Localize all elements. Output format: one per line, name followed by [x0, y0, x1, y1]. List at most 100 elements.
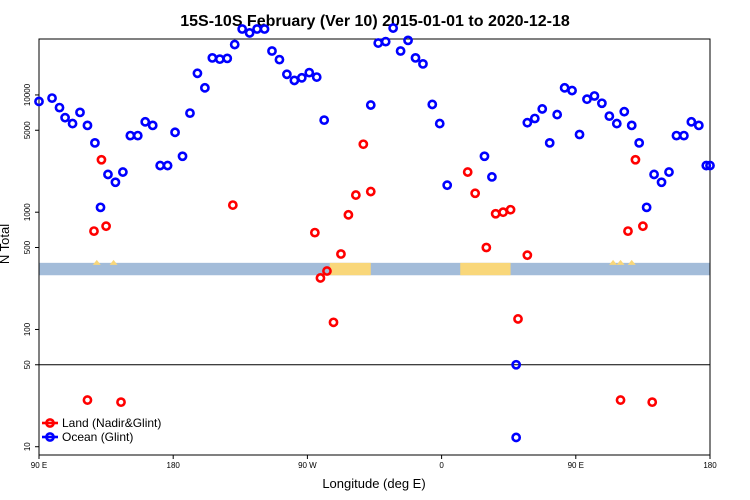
- land-band: [329, 262, 371, 276]
- ocean-point: [110, 177, 121, 188]
- plot-area: [38, 38, 711, 456]
- land-point: [336, 249, 346, 259]
- ocean-point: [162, 160, 173, 171]
- ocean-point: [705, 160, 715, 171]
- land-point: [322, 266, 332, 276]
- legend-swatch-marker: [45, 418, 55, 428]
- ocean-point: [604, 111, 615, 122]
- ocean-point: [103, 169, 113, 180]
- ocean-point: [60, 112, 70, 123]
- ocean-point: [296, 72, 307, 83]
- x-axis: 90 E 180 90 W 0 90 E 180: [31, 455, 717, 470]
- land-point: [630, 154, 641, 165]
- ocean-point: [559, 82, 570, 93]
- ocean-point: [199, 82, 210, 93]
- ocean-point: [619, 106, 630, 117]
- land-point: [116, 397, 126, 408]
- land-point: [623, 226, 633, 237]
- ocean-point: [289, 75, 300, 86]
- ocean-point: [177, 151, 188, 162]
- legend-swatch-marker: [45, 432, 55, 442]
- y-tick-label: 100: [23, 322, 32, 336]
- ocean-point: [410, 52, 421, 63]
- ocean-point: [192, 68, 203, 79]
- ocean-point: [656, 177, 667, 188]
- land-point: [490, 208, 501, 219]
- land-band: [609, 259, 618, 265]
- ocean-point: [274, 54, 285, 65]
- land-point: [358, 139, 369, 150]
- ocean-point: [679, 130, 689, 141]
- ocean-point: [34, 96, 44, 107]
- y-tick-label: 1000: [23, 203, 32, 221]
- ocean-point: [664, 167, 674, 177]
- ocean-point: [95, 202, 106, 213]
- ocean-point: [132, 130, 143, 141]
- ocean-point: [686, 116, 697, 127]
- ocean-point: [140, 116, 151, 127]
- land-point: [505, 204, 516, 215]
- land-point: [498, 207, 509, 218]
- ocean-point: [222, 53, 233, 64]
- x-tick-label: 180: [703, 461, 717, 470]
- ocean-point: [522, 117, 533, 128]
- ocean-point: [487, 172, 497, 182]
- ocean-point: [207, 52, 218, 63]
- ocean-point: [67, 118, 78, 129]
- ocean-point: [395, 46, 406, 56]
- land-point: [309, 227, 320, 238]
- land-point: [82, 395, 93, 405]
- ocean-point: [671, 130, 682, 141]
- ocean-point: [155, 160, 166, 171]
- ocean-point: [511, 432, 522, 443]
- land-point: [315, 273, 326, 283]
- y-tick-label: 10000: [23, 83, 32, 106]
- land-point: [481, 242, 492, 253]
- ocean-point: [552, 109, 563, 120]
- ocean-point: [281, 69, 292, 80]
- y-tick-label: 50: [23, 360, 32, 369]
- land-point: [328, 317, 339, 328]
- ocean-point: [626, 120, 637, 131]
- ocean-point: [544, 137, 555, 148]
- ocean-point: [634, 137, 645, 148]
- data-points: [34, 23, 715, 443]
- ocean-point: [147, 120, 158, 131]
- ocean-point: [574, 129, 585, 140]
- ocean-point: [82, 120, 93, 131]
- land-point: [615, 395, 626, 405]
- y-tick-label: 5000: [23, 121, 32, 139]
- land-point: [462, 167, 473, 177]
- ocean-point: [267, 46, 277, 56]
- y-axis: 10 50 100 500 1000 5000 10000: [23, 83, 39, 451]
- ocean-point: [170, 127, 180, 138]
- land-band: [460, 262, 511, 276]
- land-point: [343, 209, 354, 220]
- land-point: [227, 200, 238, 210]
- ocean-point: [304, 67, 315, 78]
- land-point: [101, 221, 111, 232]
- ocean-point: [567, 85, 577, 96]
- x-axis-label: Longitude (deg E): [322, 476, 425, 491]
- ocean-point: [319, 115, 330, 126]
- ocean-point: [75, 107, 85, 118]
- ocean-point: [311, 72, 322, 82]
- ocean-point: [259, 24, 270, 34]
- ocean-point: [582, 94, 592, 105]
- ocean-point: [479, 151, 490, 162]
- ocean-point: [403, 35, 413, 46]
- ocean-point: [511, 359, 522, 370]
- map-band: [39, 259, 710, 276]
- ocean-point: [380, 36, 391, 47]
- ocean-point: [373, 38, 384, 48]
- ocean-point: [442, 180, 453, 191]
- land-point: [96, 154, 107, 165]
- legend-label: Land (Nadir&Glint): [62, 416, 161, 430]
- land-band: [109, 259, 118, 265]
- chart-title: 15S-10S February (Ver 10) 2015-01-01 to …: [180, 13, 570, 30]
- land-band: [627, 259, 636, 265]
- ocean-point: [434, 118, 445, 129]
- ocean-point: [365, 100, 376, 110]
- land-point: [350, 190, 361, 200]
- land-point: [365, 186, 376, 197]
